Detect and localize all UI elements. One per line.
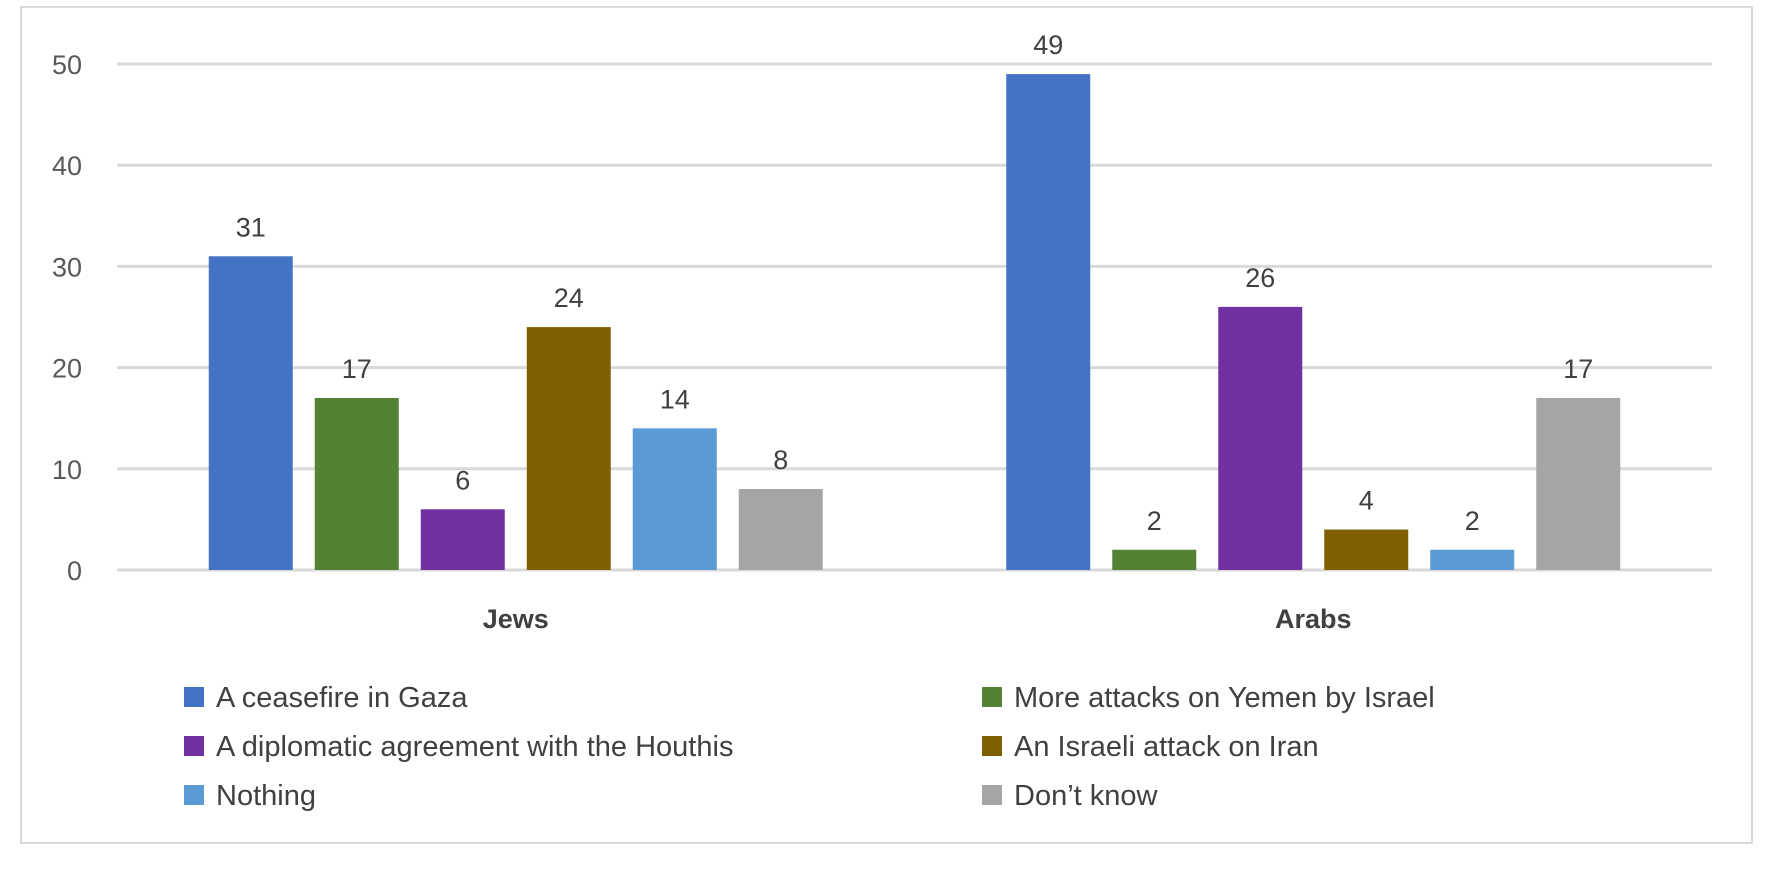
legend-swatch (184, 687, 204, 707)
data-label: 24 (554, 283, 584, 313)
x-category-label: Jews (483, 604, 549, 634)
bar-arabs-series-0 (1006, 74, 1091, 571)
bar-jews-series-5 (738, 489, 823, 570)
x-axis: Jews Arabs (483, 604, 1352, 634)
legend-swatch (982, 687, 1002, 707)
legend-label: Don’t know (1014, 780, 1159, 812)
legend-label: An Israeli attack on Iran (1014, 731, 1319, 763)
data-label: 4 (1359, 486, 1374, 516)
y-tick-label: 50 (52, 50, 82, 80)
legend-label: Nothing (216, 780, 316, 812)
data-label: 6 (455, 465, 470, 495)
data-label: 8 (773, 445, 788, 475)
y-tick-label: 40 (52, 151, 82, 181)
bar-jews-series-3 (526, 327, 611, 570)
bar-arabs-series-2 (1218, 306, 1303, 570)
x-category-label: Arabs (1275, 604, 1352, 634)
data-label: 2 (1147, 506, 1162, 536)
bar-jews-series-0 (208, 256, 293, 570)
y-tick-label: 20 (52, 354, 82, 384)
bar-arabs-series-4 (1430, 549, 1515, 570)
data-labels: 31 17 6 24 14 8 49 2 26 4 2 17 (236, 30, 1594, 536)
legend-label: A diplomatic agreement with the Houthis (216, 731, 733, 763)
data-label: 14 (660, 384, 690, 414)
legend-label: A ceasefire in Gaza (216, 682, 468, 714)
bar-arabs-series-1 (1112, 549, 1197, 570)
data-label: 2 (1465, 506, 1480, 536)
legend-label: More attacks on Yemen by Israel (1014, 682, 1435, 714)
bar-jews-series-1 (314, 397, 399, 570)
y-axis: 0 10 20 30 40 50 (52, 50, 82, 586)
data-label: 49 (1033, 30, 1063, 60)
y-tick-label: 10 (52, 455, 82, 485)
legend-swatch (184, 785, 204, 805)
data-label: 26 (1245, 263, 1275, 293)
bar-arabs-series-3 (1324, 529, 1409, 570)
bar-jews-series-2 (420, 509, 505, 570)
y-tick-label: 30 (52, 252, 82, 282)
chart-border (20, 6, 1753, 844)
legend-swatch (184, 736, 204, 756)
y-tick-label: 0 (67, 556, 82, 586)
legend-swatch (982, 736, 1002, 756)
bars (208, 74, 1621, 571)
legend: A ceasefire in Gaza More attacks on Yemen… (184, 682, 1435, 812)
bar-arabs-series-5 (1536, 397, 1621, 570)
data-label: 17 (342, 354, 372, 384)
bar-jews-series-4 (632, 428, 717, 570)
data-label: 31 (236, 212, 266, 242)
legend-swatch (982, 785, 1002, 805)
data-label: 17 (1563, 354, 1593, 384)
